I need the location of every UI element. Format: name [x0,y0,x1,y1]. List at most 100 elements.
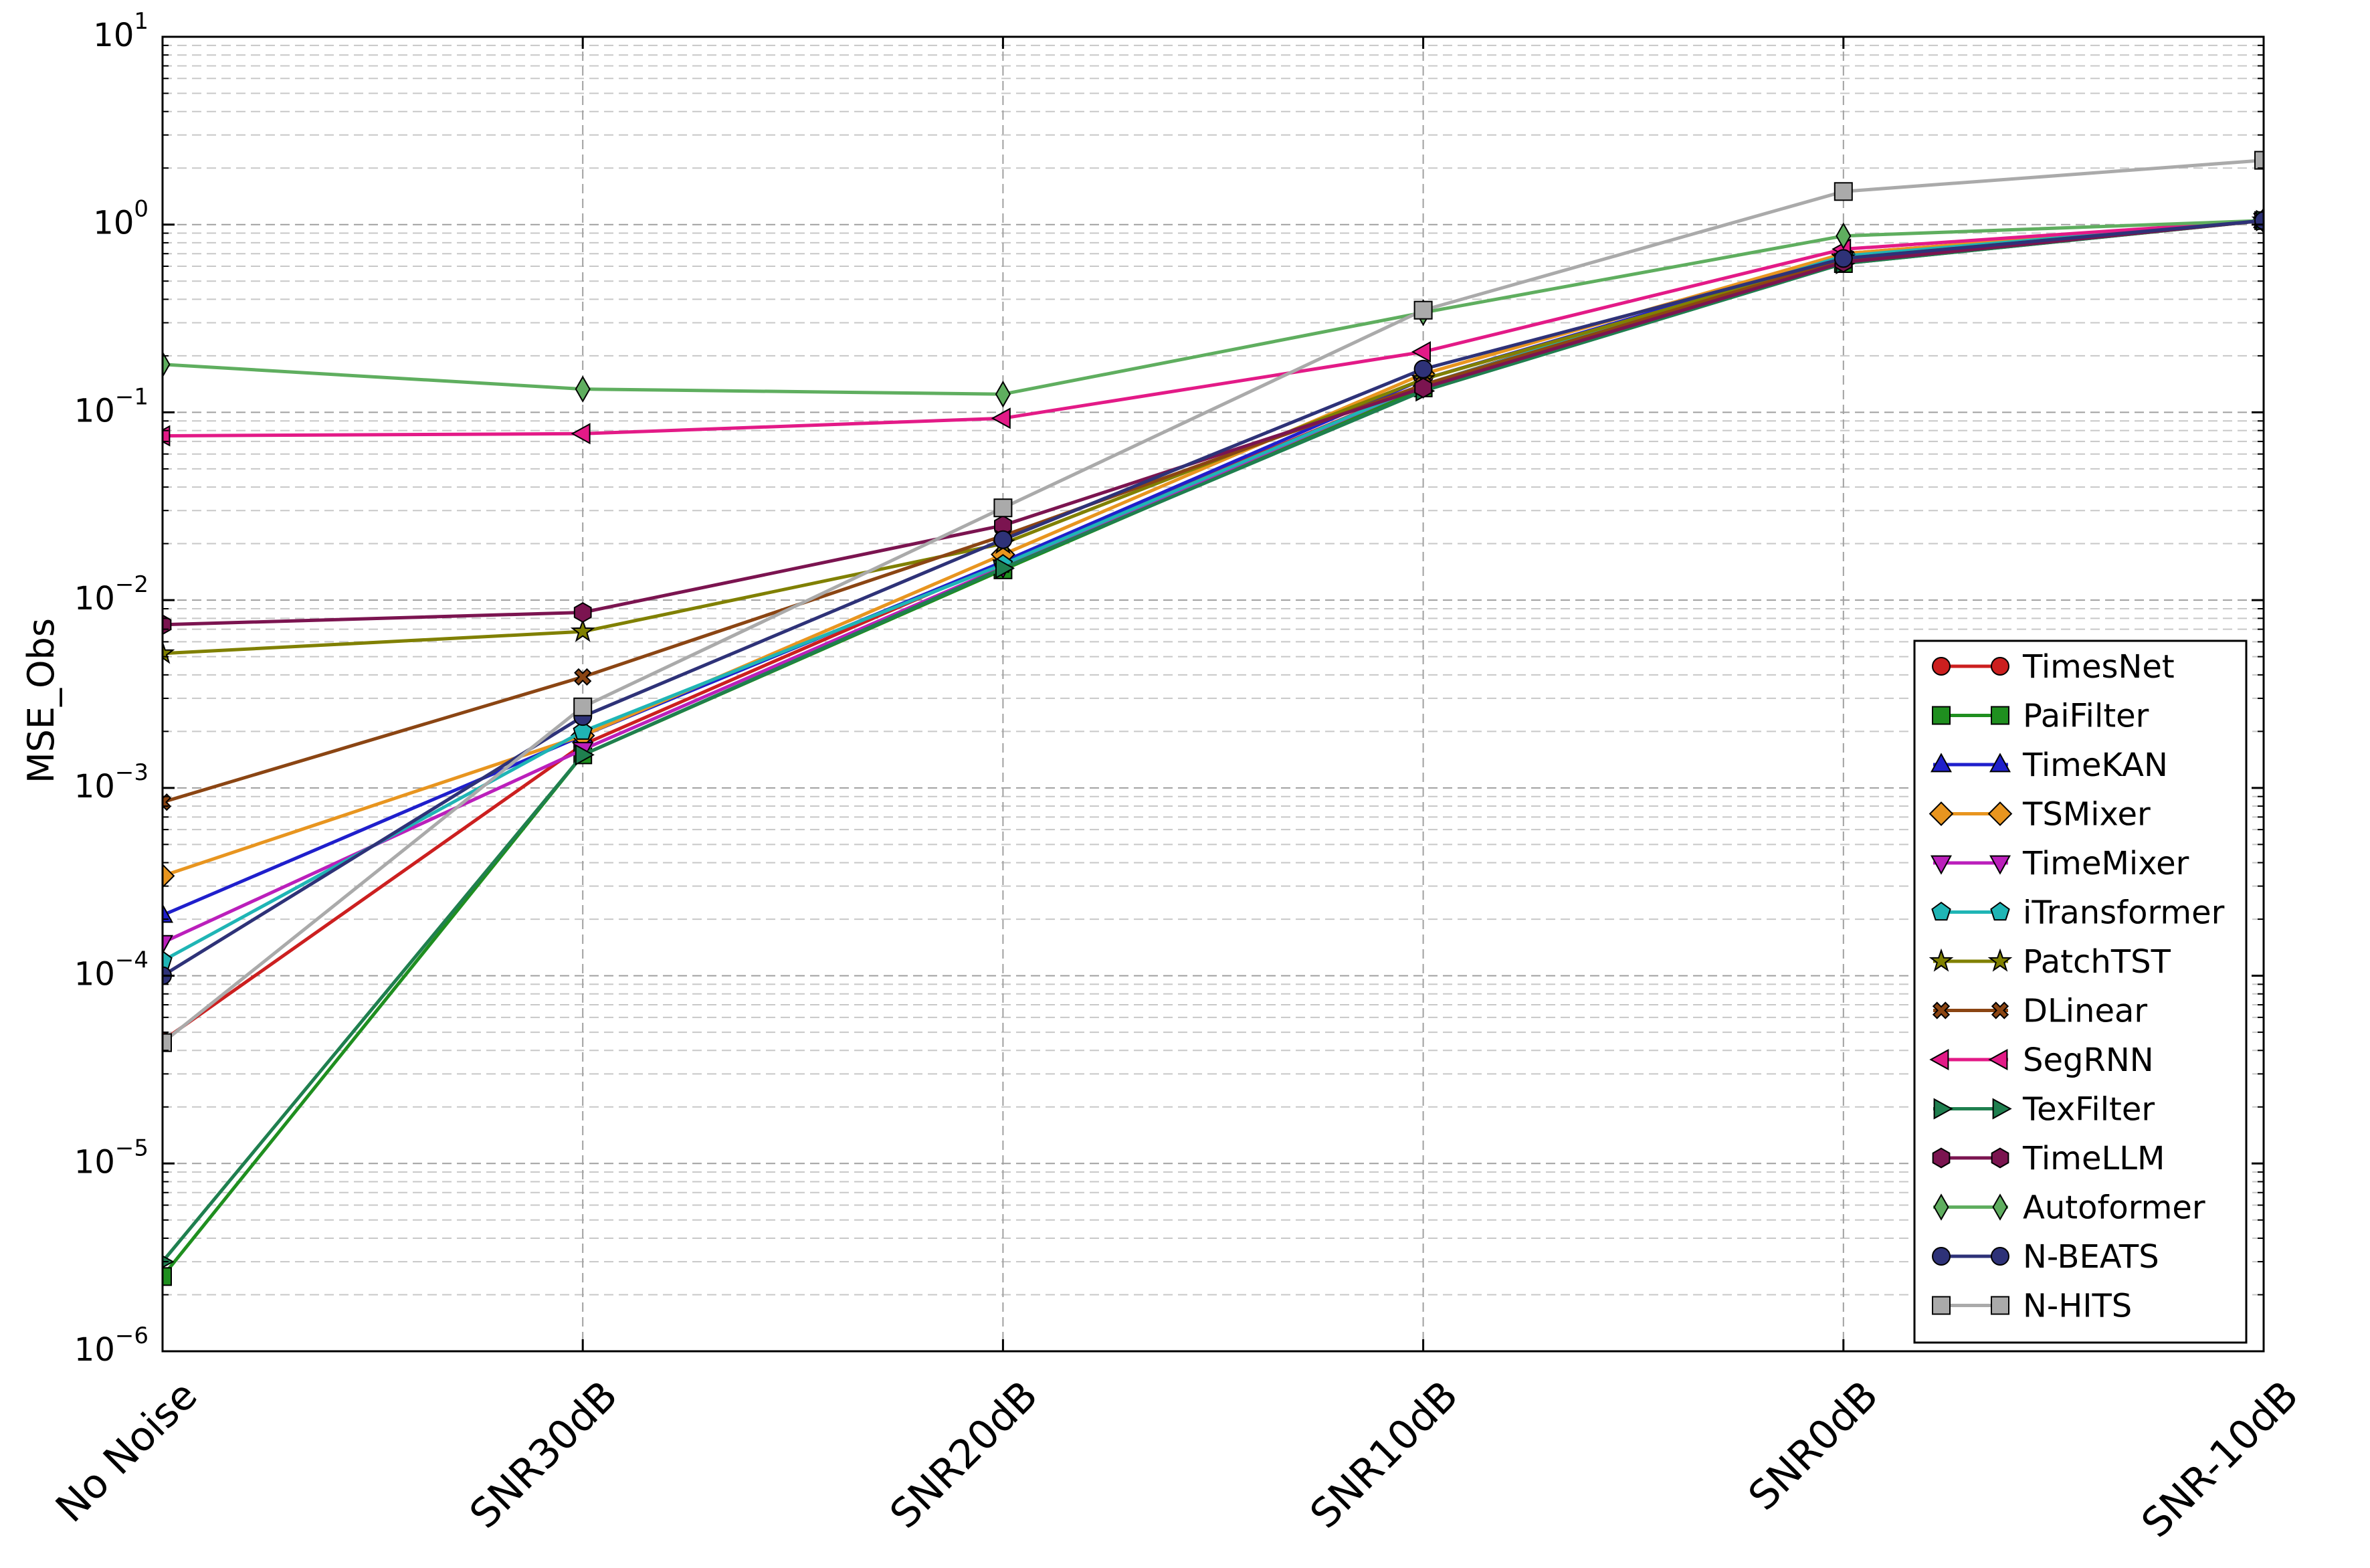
data-point [1931,855,1952,875]
data-point [991,407,1011,429]
data-point [1988,1049,2008,1070]
data-point [570,618,595,642]
data-point [1991,1296,2009,1315]
data-point [163,950,173,969]
legend-label: DLinear [2023,993,2147,1030]
data-point [1413,359,1433,379]
data-point [573,602,592,623]
y-axis-label: MSE_Obs [20,618,62,783]
data-point [1991,1001,2009,1019]
data-point [573,720,593,740]
data-point [1931,753,1952,773]
legend-label: N-HITS [2023,1288,2132,1325]
data-point [1411,340,1431,363]
legend-label: TexFilter [2022,1091,2155,1129]
data-point [1991,657,2009,676]
legend-label: TimeMixer [2022,845,2189,882]
data-point [163,1033,172,1052]
legend: TimesNet PaiFilter TimeKAN TSMixer TimeMixer… [1913,640,2248,1344]
series-line [163,219,2264,438]
legend-entry: TexFilter [1933,1091,2155,1129]
data-point [1413,300,1433,320]
legend-entry: PaiFilter [1932,698,2149,735]
data-point [1834,249,1853,268]
series-line [163,219,2264,627]
data-point [1987,948,2013,972]
data-point [575,375,591,403]
series-n-hits [163,151,2264,1052]
data-point [1933,1193,1949,1221]
legend-label: N-BEATS [2023,1238,2159,1276]
legend-entry: TSMixer [1929,796,2151,834]
plot-frame [161,35,2265,1353]
data-point [1836,222,1852,250]
data-point [995,381,1011,408]
grid [163,37,2264,1351]
series-line [163,219,2264,963]
series-n-beats [163,211,2264,985]
data-point [1414,377,1432,399]
legend-entry: N-HITS [1932,1288,2132,1325]
legend-entry: PatchTST [1929,943,2171,981]
data-point [1989,753,2011,773]
data-point [1932,1296,1951,1315]
data-point [163,935,173,955]
legend-box [1913,640,2248,1344]
legend-label: SegRNN [2023,1042,2154,1079]
data-point [1991,1147,2009,1169]
data-point [575,744,595,766]
data-point [995,557,1015,579]
legend-label: TSMixer [2022,796,2151,834]
legend-entry: SegRNN [1929,1042,2154,1079]
data-point [1932,1247,1951,1266]
data-point [1933,1098,1953,1120]
data-point [1991,1247,2009,1266]
data-point [1932,706,1951,725]
legend-entry: TimeLLM [1932,1140,2165,1177]
data-point [574,668,592,686]
data-point [993,498,1013,518]
legend-entry: N-BEATS [1932,1238,2159,1276]
data-point [573,697,593,716]
legend-entry: TimeKAN [1931,747,2168,784]
legend-label: PaiFilter [2023,698,2149,735]
legend-label: TimeKAN [2022,747,2168,784]
data-point [1929,801,1954,826]
data-point [1834,182,1853,201]
data-point [571,423,591,445]
legend-label: TimesNet [2022,648,2175,686]
data-point [1929,1049,1949,1070]
legend-label: TimeLLM [2022,1140,2165,1177]
series-line [163,159,2264,1044]
data-point [1991,706,2009,725]
data-point [1992,1193,2008,1221]
data-point [1931,901,1951,921]
series-line [163,219,2264,396]
data-point [1990,901,2010,921]
data-point [1987,801,2013,826]
data-point [1932,657,1951,676]
data-point [1929,948,1954,972]
data-point [1932,1147,1951,1169]
data-point [993,530,1013,549]
series-line [163,219,2264,977]
legend-label: iTransformer [2023,894,2225,932]
data-point [163,640,175,664]
data-point [163,351,171,378]
legend-entry: DLinear [1932,993,2147,1030]
data-point [163,903,173,923]
data-point [1989,855,2011,875]
series-layer [163,151,2264,1286]
legend-entry: Autoformer [1933,1189,2205,1227]
legend-label: PatchTST [2023,943,2171,981]
legend-entry: TimesNet [1932,648,2175,686]
legend-label: Autoformer [2023,1189,2205,1227]
data-point [1932,1001,1951,1019]
data-point [163,1267,172,1286]
legend-entry: TimeMixer [1931,845,2189,882]
legend-entry: iTransformer [1931,894,2225,932]
data-point [163,864,175,888]
data-point [1992,1098,2012,1120]
data-point [2254,151,2264,170]
